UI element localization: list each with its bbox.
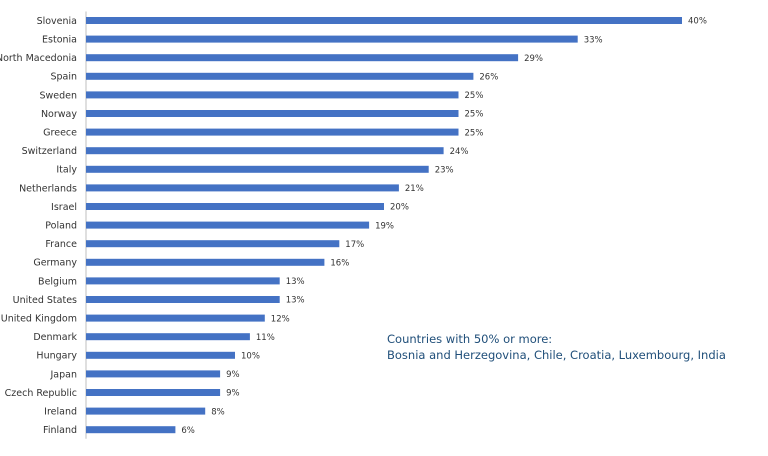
bar <box>86 35 578 43</box>
data-label: 6% <box>181 426 195 436</box>
bar <box>86 370 221 378</box>
bar <box>86 333 250 341</box>
data-label: 40% <box>688 17 707 27</box>
category-label: Estonia <box>42 35 77 46</box>
category-label: Italy <box>56 165 77 176</box>
data-label: 25% <box>465 128 484 138</box>
bar <box>86 54 519 62</box>
data-label: 10% <box>241 352 260 362</box>
category-label: United States <box>13 295 77 306</box>
bar <box>86 389 221 396</box>
data-label: 9% <box>226 370 240 380</box>
bar <box>86 351 235 359</box>
bar <box>86 426 176 434</box>
data-label: 25% <box>465 110 484 120</box>
bar <box>86 221 370 229</box>
bar <box>86 407 206 415</box>
category-label: Belgium <box>38 276 77 287</box>
annotation-note: Countries with 50% or more: Bosnia and H… <box>387 331 726 363</box>
bar <box>86 258 325 266</box>
data-label: 11% <box>256 333 275 343</box>
data-label: 33% <box>584 35 603 45</box>
category-label: North Macedonia <box>0 53 77 64</box>
bar <box>86 72 474 80</box>
data-label: 13% <box>286 277 305 287</box>
annotation-heading: Countries with 50% or more: <box>387 332 553 346</box>
category-label: Germany <box>33 258 77 269</box>
data-label: 9% <box>226 389 240 399</box>
data-label: 26% <box>479 73 498 83</box>
data-label: 24% <box>450 147 469 157</box>
bar <box>86 240 340 248</box>
bar <box>86 277 280 285</box>
category-label: Spain <box>50 72 77 83</box>
bar <box>86 17 682 24</box>
data-label: 20% <box>390 203 409 213</box>
category-label: Ireland <box>44 407 77 418</box>
bar <box>86 314 265 322</box>
data-label: 23% <box>435 166 454 176</box>
bar <box>86 110 459 117</box>
data-label: 25% <box>465 91 484 101</box>
bar <box>86 128 459 136</box>
category-label: Hungary <box>36 351 77 362</box>
bar <box>86 147 444 155</box>
bar <box>86 165 429 173</box>
category-label: Sweden <box>39 90 77 101</box>
category-label: United Kingdom <box>1 314 77 325</box>
bar <box>86 203 384 210</box>
data-label: 16% <box>330 259 349 269</box>
bar <box>86 91 459 99</box>
category-label: Poland <box>45 221 77 232</box>
annotation-text: Bosnia and Herzegovina, Chile, Croatia, … <box>387 348 726 362</box>
category-label: Netherlands <box>19 183 77 194</box>
bar <box>86 184 399 192</box>
category-label: Israel <box>51 202 77 213</box>
category-label: Czech Republic <box>5 388 77 399</box>
category-label: Greece <box>43 128 77 139</box>
data-label: 17% <box>345 240 364 250</box>
data-label: 13% <box>286 296 305 306</box>
category-label: France <box>45 239 77 250</box>
category-label: Slovenia <box>37 16 77 27</box>
data-label: 19% <box>375 221 394 231</box>
category-label: Norway <box>41 109 77 120</box>
bar <box>86 296 280 303</box>
category-label: Japan <box>50 369 78 380</box>
category-label: Denmark <box>33 332 77 343</box>
category-label: Switzerland <box>22 146 77 157</box>
data-label: 29% <box>524 54 543 64</box>
data-label: 21% <box>405 184 424 194</box>
category-label: Finland <box>43 425 77 436</box>
data-label: 8% <box>211 407 225 417</box>
data-label: 12% <box>271 314 290 324</box>
